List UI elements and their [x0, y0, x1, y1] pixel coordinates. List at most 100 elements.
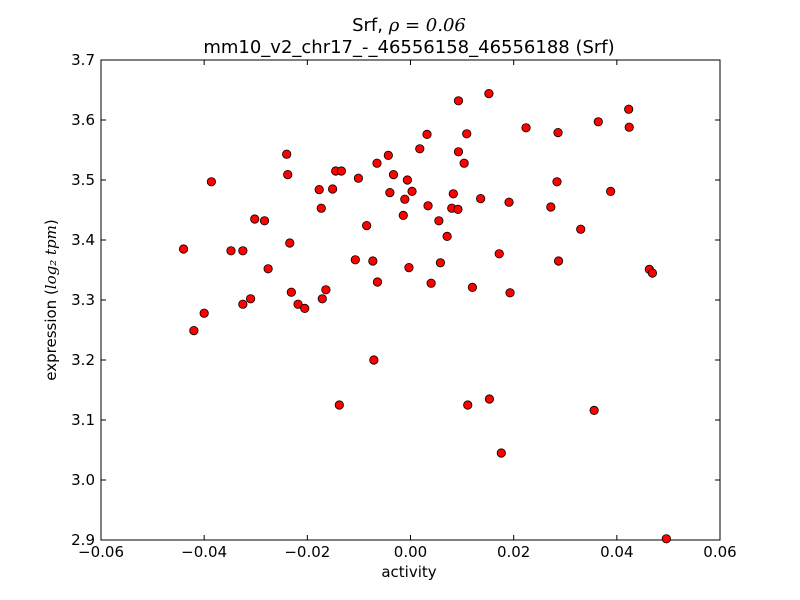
chart-subtitle: mm10_v2_chr17_-_46556158_46556188 (Srf) [203, 37, 614, 58]
data-point [283, 170, 293, 180]
data-point [245, 294, 256, 304]
x-tick-label: −0.06 [78, 543, 124, 561]
data-point [293, 299, 303, 309]
data-point [372, 158, 382, 168]
data-point [553, 128, 563, 138]
y-axis-label-text: expression [42, 300, 60, 381]
x-tick-label: −0.04 [181, 543, 227, 561]
plot-area [100, 59, 721, 541]
data-point [317, 294, 327, 304]
data-point [484, 89, 494, 99]
data-point [496, 448, 506, 458]
data-point [459, 158, 469, 168]
x-tick-label: 0.02 [497, 543, 530, 561]
data-point [314, 185, 324, 195]
y-tick-label: 3.5 [71, 171, 95, 189]
x-tick-label: −0.02 [284, 543, 330, 561]
data-point [462, 129, 472, 139]
x-axis-label: activity [381, 563, 436, 581]
data-point [494, 249, 504, 259]
x-tick-label: 0.04 [600, 543, 633, 561]
y-tick-label: 3.6 [71, 111, 95, 129]
data-point [350, 255, 360, 265]
data-point [383, 150, 393, 160]
data-point [206, 177, 216, 187]
data-point [423, 201, 433, 211]
data-point [178, 244, 189, 254]
data-point [448, 189, 458, 199]
data-point [407, 186, 417, 196]
x-axis-ticks: −0.06 −0.04 −0.02 0.00 0.02 0.04 0.06 [78, 60, 737, 561]
data-point [362, 221, 372, 231]
data-point [589, 405, 599, 415]
x-tick-label: 0.00 [394, 543, 427, 561]
data-point [321, 285, 331, 295]
data-point [606, 186, 616, 196]
data-point [226, 246, 236, 256]
y-axis-ticks: 2.9 3.0 3.1 3.2 3.3 3.4 3.5 3.6 3.7 [71, 51, 720, 549]
data-point [238, 246, 248, 256]
data-point [328, 184, 338, 194]
y-tick-label: 3.1 [71, 411, 95, 429]
data-point [404, 262, 414, 273]
data-point [259, 216, 270, 226]
y-tick-label: 3.7 [71, 51, 95, 69]
data-point [282, 149, 292, 159]
data-point [336, 166, 346, 176]
data-point [453, 147, 464, 157]
y-tick-label: 3.3 [71, 291, 95, 309]
data-point [415, 144, 425, 154]
data-point [624, 122, 634, 132]
data-point [442, 231, 452, 241]
data-point [453, 204, 463, 214]
y-tick-label: 3.4 [71, 231, 95, 249]
data-point [521, 123, 531, 133]
title-rho: ρ = 0.06 [388, 15, 466, 36]
title-prefix: Srf, [352, 15, 389, 36]
data-point [398, 210, 408, 220]
chart-title: Srf, ρ = 0.06 [352, 15, 466, 36]
data-point [300, 303, 310, 313]
data-point [593, 117, 603, 127]
data-point [546, 202, 556, 212]
data-point [238, 299, 248, 309]
data-point [369, 355, 379, 365]
data-point [463, 400, 473, 410]
data-point [372, 277, 383, 287]
data-point [353, 173, 364, 183]
y-axis-label-units: log₂ tpm [42, 225, 60, 289]
data-point [552, 177, 562, 187]
data-point [388, 170, 399, 180]
data-point [476, 194, 486, 204]
data-point [199, 308, 209, 318]
y-tick-label: 3.0 [71, 471, 95, 489]
y-axis-label: expression (log₂ tpm) [42, 219, 60, 380]
data-point [553, 256, 564, 266]
data-point [434, 216, 444, 226]
data-point [576, 224, 586, 234]
data-point [402, 175, 413, 185]
data-point [368, 256, 378, 266]
data-point [426, 278, 436, 288]
data-point [250, 214, 260, 224]
data-point [400, 194, 410, 204]
data-point [263, 264, 273, 274]
data-point [661, 534, 671, 544]
x-tick-label: 0.06 [703, 543, 736, 561]
data-point [467, 282, 477, 292]
data-point [453, 96, 464, 106]
data-point [285, 238, 295, 248]
data-point [647, 268, 658, 278]
data-point [334, 400, 344, 410]
y-tick-label: 3.2 [71, 351, 95, 369]
data-point [385, 188, 395, 198]
data-point [316, 203, 326, 213]
data-point [484, 394, 495, 404]
data-point [505, 288, 515, 298]
data-point [189, 325, 199, 336]
data-point [286, 287, 296, 297]
data-points [178, 89, 671, 544]
data-point [435, 258, 446, 268]
data-point [422, 129, 432, 139]
